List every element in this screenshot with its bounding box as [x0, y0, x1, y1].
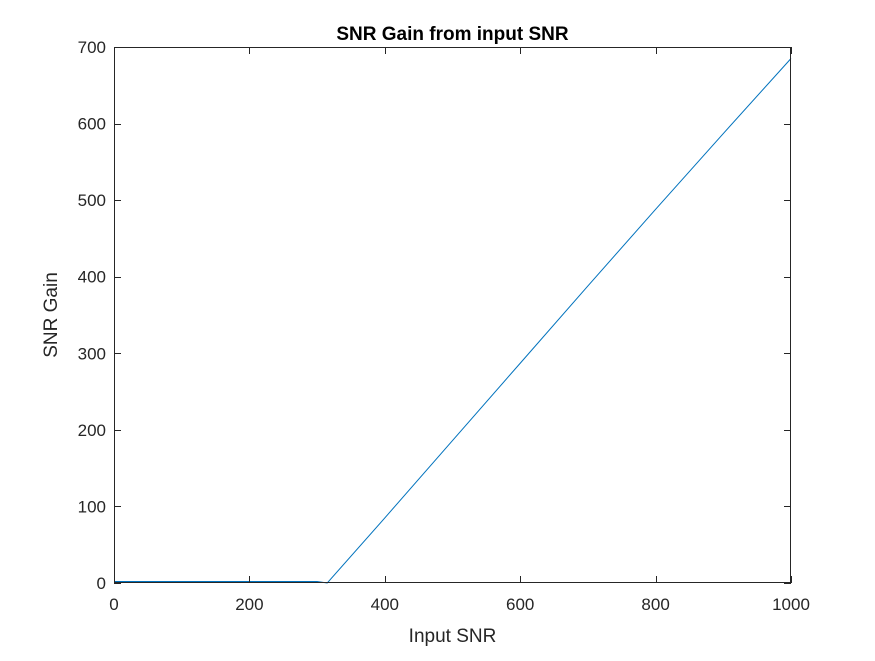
- series-layer: [114, 58, 792, 584]
- x-tick-label: 200: [235, 595, 263, 614]
- y-tick-label: 100: [78, 497, 106, 516]
- y-axis-label: SNR Gain: [41, 272, 62, 358]
- x-tick-label: 800: [641, 595, 669, 614]
- x-tick-label: 400: [371, 595, 399, 614]
- y-tick-label: 400: [78, 268, 106, 287]
- y-tick-label: 700: [78, 38, 106, 57]
- y-tick-label: 200: [78, 421, 106, 440]
- x-tick-label: 600: [506, 595, 534, 614]
- y-tick-label: 300: [78, 344, 106, 363]
- x-axis: 0 200 400 600 800 1000: [109, 47, 810, 614]
- x-tick-label: 1000: [772, 595, 810, 614]
- y-axis: 0 100 200 300 400 500 600 700: [78, 38, 791, 593]
- series-line: [114, 58, 792, 584]
- chart-title: SNR Gain from input SNR: [336, 24, 569, 45]
- plot-area: [114, 47, 791, 583]
- y-tick-label: 600: [78, 115, 106, 134]
- x-tick-label: 0: [109, 595, 118, 614]
- y-tick-label: 0: [97, 574, 106, 593]
- y-tick-label: 500: [78, 191, 106, 210]
- axes-box: [114, 47, 791, 583]
- x-axis-label: Input SNR: [409, 626, 497, 647]
